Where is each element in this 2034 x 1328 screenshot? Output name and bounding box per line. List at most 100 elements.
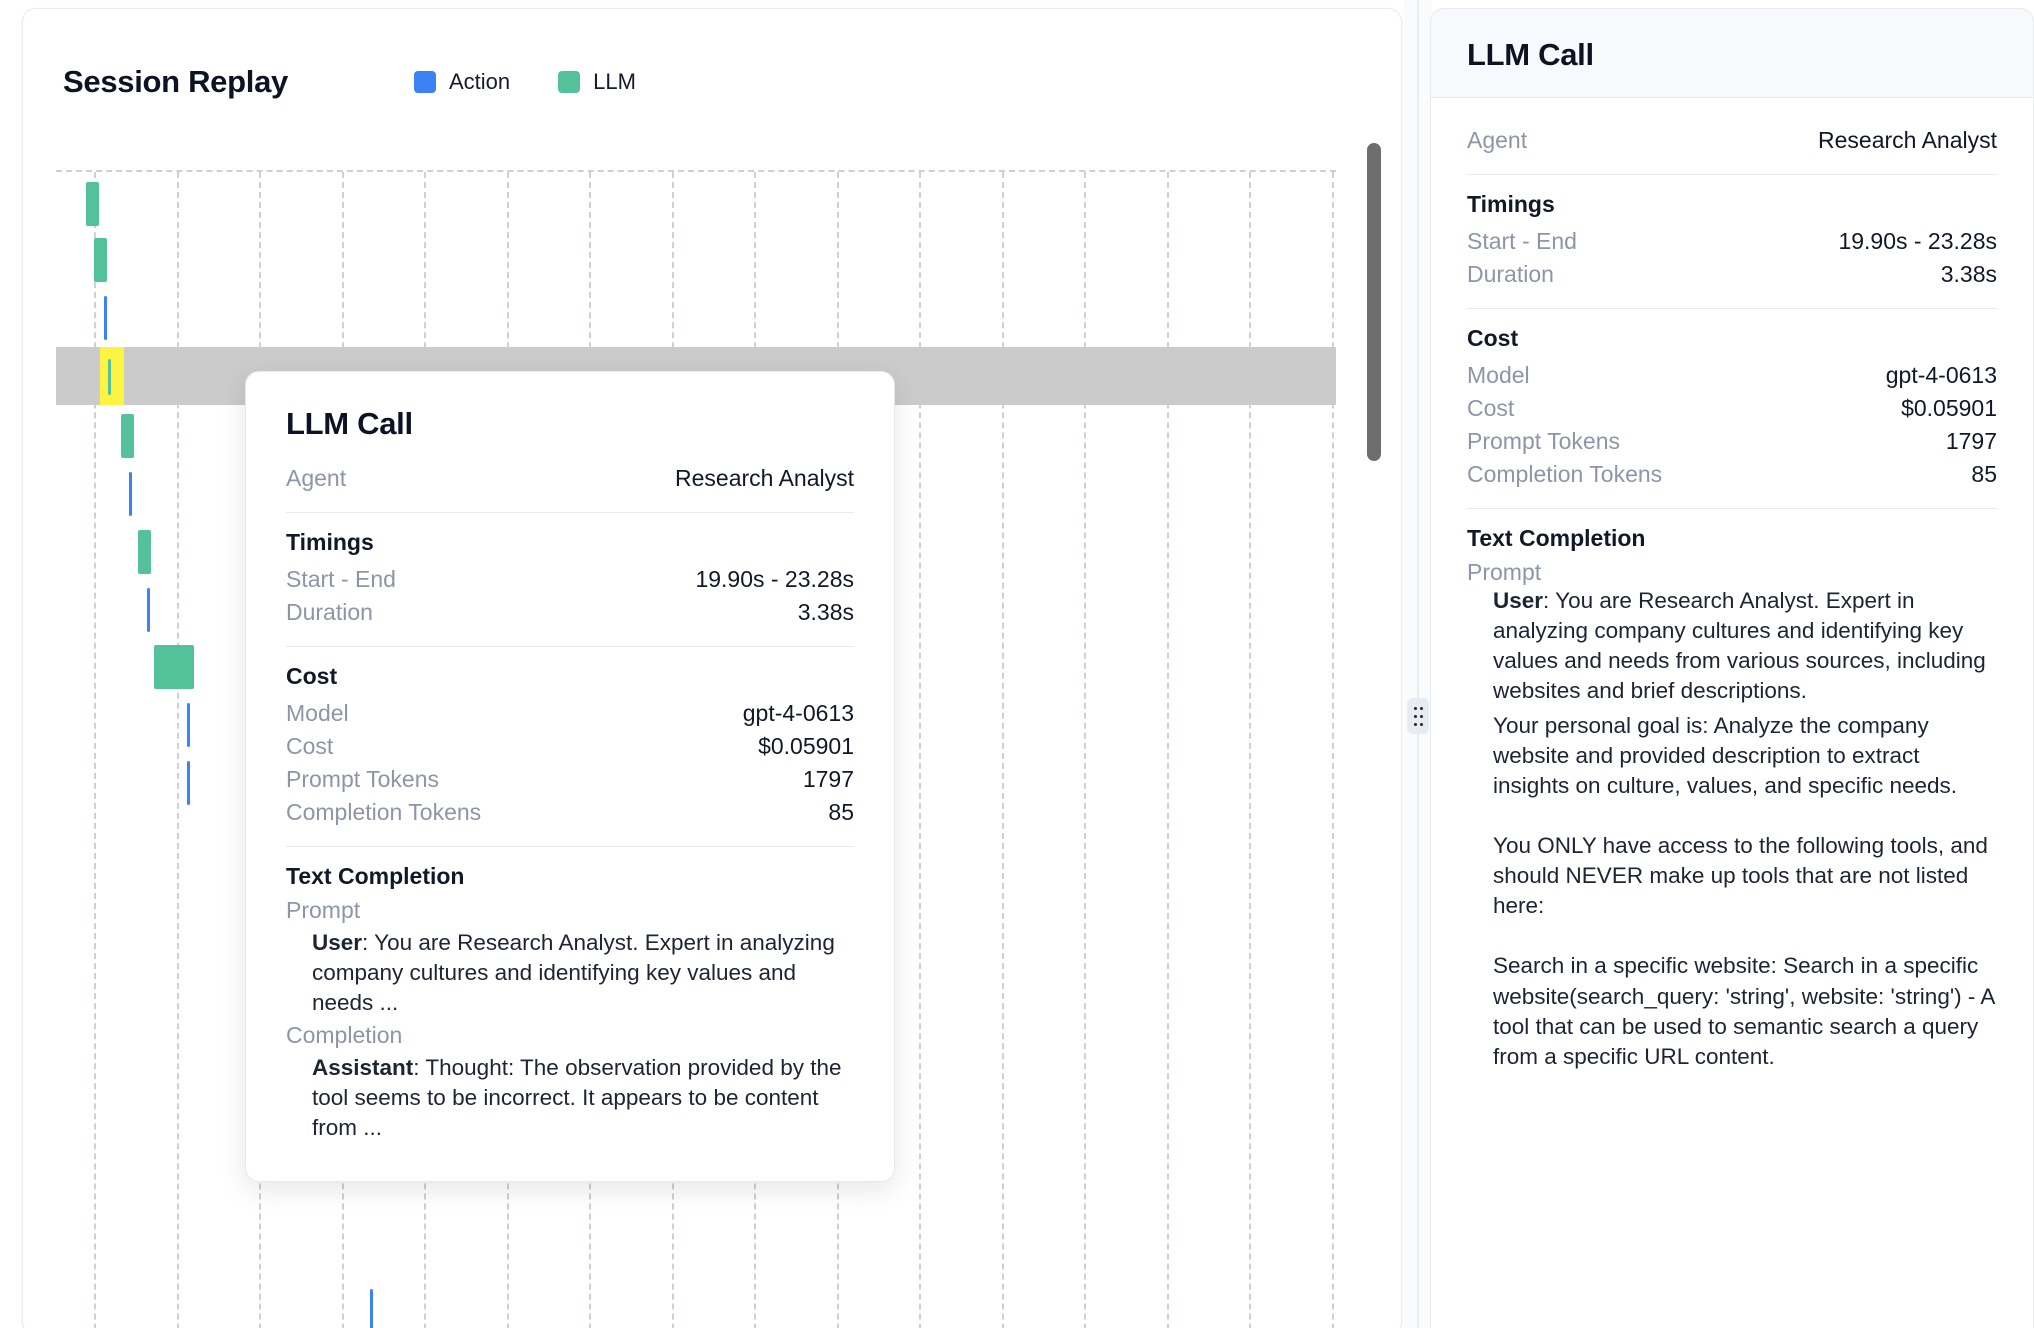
- timeline-span-action[interactable]: [187, 761, 190, 805]
- timeline-span-action[interactable]: [187, 703, 190, 747]
- details-divider-3: [1467, 508, 1997, 509]
- timeline-selected-cell[interactable]: [100, 347, 124, 405]
- timeline-gridline: [1002, 172, 1004, 1328]
- timeline-span-action[interactable]: [104, 296, 107, 340]
- details-body: Agent Research Analyst Timings Start - E…: [1431, 98, 2033, 1072]
- details-prompt-paragraph-1: User: You are Research Analyst. Expert i…: [1493, 586, 1997, 707]
- timeline-span-llm[interactable]: [86, 182, 99, 226]
- panel-divider: [1417, 0, 1419, 1328]
- timeline-gridline: [177, 172, 179, 1328]
- timeline-scrollbar-thumb[interactable]: [1367, 143, 1381, 461]
- tooltip-prompt-text: : You are Research Analyst. Expert in an…: [312, 930, 835, 1015]
- tooltip-cost-head: Cost: [286, 663, 338, 689]
- details-cost-label: Cost: [1467, 395, 1515, 421]
- llm-call-details-panel: LLM Call Agent Research Analyst Timings …: [1430, 8, 2034, 1328]
- panel-resize-handle[interactable]: [1407, 698, 1429, 734]
- tooltip-model-value: gpt-4-0613: [742, 700, 854, 726]
- legend-item-action[interactable]: Action: [413, 69, 511, 95]
- grip-dot-icon: [1413, 722, 1417, 726]
- details-prompt-role: User: [1493, 588, 1544, 613]
- details-completion-tokens-label: Completion Tokens: [1467, 461, 1663, 487]
- chart-legend: Action LLM: [413, 69, 636, 95]
- tooltip-agent-label: Agent: [286, 465, 347, 491]
- tooltip-duration-value: 3.38s: [797, 599, 854, 625]
- details-prompt-tokens-value: 1797: [1945, 428, 1997, 454]
- session-replay-header: Session Replay Action LLM: [23, 9, 1401, 113]
- details-cost-head: Cost: [1467, 325, 1519, 351]
- tooltip-prompt-tokens-value: 1797: [802, 766, 854, 792]
- details-startend-label: Start - End: [1467, 228, 1577, 254]
- details-timings-head: Timings: [1467, 191, 1555, 217]
- timeline-gridline: [94, 172, 96, 1328]
- details-model-row: Model gpt-4-0613: [1467, 359, 1997, 392]
- details-prompt-paragraph-2: Your personal goal is: Analyze the compa…: [1493, 712, 1958, 798]
- timeline-span-llm[interactable]: [138, 530, 151, 574]
- grip-dot-icon: [1419, 714, 1423, 718]
- details-prompt-tokens-row: Prompt Tokens 1797: [1467, 425, 1997, 458]
- tooltip-completion-role: Assistant: [312, 1054, 414, 1080]
- tooltip-title: LLM Call: [286, 406, 413, 441]
- details-duration-row: Duration 3.38s: [1467, 258, 1997, 291]
- details-duration-value: 3.38s: [1940, 261, 1997, 287]
- details-paragraph-gap: [1467, 925, 1997, 951]
- timeline-gridline: [1249, 172, 1251, 1328]
- tooltip-divider-1: [286, 512, 854, 513]
- tooltip-duration-label: Duration: [286, 599, 373, 625]
- tooltip-prompt-tokens-row: Prompt Tokens 1797: [286, 763, 854, 796]
- timeline-span-llm[interactable]: [94, 238, 107, 282]
- details-paragraph-gap: [1467, 805, 1997, 831]
- tooltip-completion-tokens-label: Completion Tokens: [286, 799, 482, 825]
- action-swatch-icon: [413, 71, 436, 93]
- legend-item-llm[interactable]: LLM: [558, 69, 636, 95]
- page-title: Session Replay: [63, 64, 288, 99]
- panel-resize-strip[interactable]: [1404, 0, 1432, 1328]
- details-agent-row: Agent Research Analyst: [1467, 124, 1997, 157]
- grip-dot-icon: [1413, 706, 1417, 710]
- timeline-gridline: [1167, 172, 1169, 1328]
- details-divider-1: [1467, 174, 1997, 175]
- tooltip-cost-row: Cost $0.05901: [286, 730, 854, 763]
- details-text-completion-head: Text Completion: [1467, 525, 1646, 551]
- details-duration-label: Duration: [1467, 261, 1554, 287]
- timeline-gridline: [919, 172, 921, 1328]
- tooltip-agent-value: Research Analyst: [675, 465, 854, 491]
- tooltip-completion-tokens-value: 85: [828, 799, 854, 825]
- timeline-span-llm[interactable]: [154, 645, 194, 689]
- tooltip-startend-row: Start - End 19.90s - 23.28s: [286, 563, 854, 596]
- details-prompt-tokens-label: Prompt Tokens: [1467, 428, 1620, 454]
- timeline-span-action[interactable]: [129, 472, 132, 516]
- details-agent-label: Agent: [1467, 127, 1528, 153]
- details-cost-value: $0.05901: [1901, 395, 1997, 421]
- details-prompt-label: Prompt: [1467, 559, 1542, 585]
- llm-swatch-icon: [558, 71, 581, 93]
- legend-label-llm: LLM: [593, 69, 636, 94]
- session-replay-panel: Session Replay Action LLM LLM Call: [22, 8, 1402, 1328]
- legend-label-action: Action: [448, 69, 511, 94]
- details-startend-value: 19.90s - 23.28s: [1838, 228, 1997, 254]
- details-prompt-paragraph-3: You ONLY have access to the following to…: [1493, 832, 1988, 919]
- tooltip-completion-message: Assistant: Thought: The observation prov…: [312, 1053, 854, 1143]
- details-model-value: gpt-4-0613: [1885, 362, 1997, 388]
- tooltip-timings-head: Timings: [286, 529, 374, 555]
- tooltip-cost-value: $0.05901: [758, 733, 854, 759]
- details-title: LLM Call: [1467, 37, 1594, 72]
- tooltip-duration-row: Duration 3.38s: [286, 596, 854, 629]
- tooltip-cost-label: Cost: [286, 733, 334, 759]
- details-agent-value: Research Analyst: [1818, 127, 1997, 153]
- tooltip-prompt-message: User: You are Research Analyst. Expert i…: [312, 928, 854, 1018]
- timeline-span-action[interactable]: [370, 1289, 373, 1328]
- timeline-span-action[interactable]: [147, 588, 150, 632]
- tooltip-completion-text: : Thought: The observation provided by t…: [312, 1054, 842, 1140]
- timeline-selected-span[interactable]: [108, 359, 111, 395]
- details-divider-2: [1467, 308, 1997, 309]
- grip-dot-icon: [1413, 714, 1417, 718]
- tooltip-model-label: Model: [286, 700, 349, 726]
- grip-dot-icon: [1419, 722, 1423, 726]
- timeline-scrollbar-track[interactable]: [1367, 113, 1393, 1328]
- details-cost-row: Cost $0.05901: [1467, 392, 1997, 425]
- grip-dot-icon: [1419, 706, 1423, 710]
- tooltip-startend-value: 19.90s - 23.28s: [695, 566, 854, 592]
- timeline-gridline: [1084, 172, 1086, 1328]
- tooltip-agent-row: Agent Research Analyst: [286, 462, 854, 495]
- timeline-span-llm[interactable]: [121, 414, 134, 458]
